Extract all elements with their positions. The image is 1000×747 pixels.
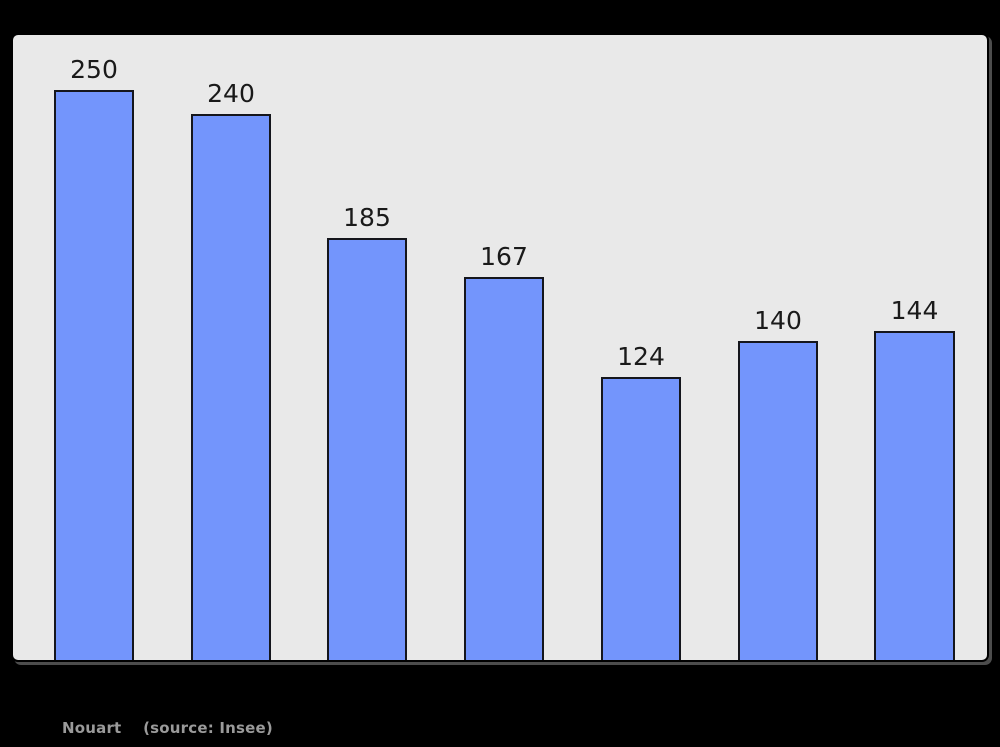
bar-rect[interactable]	[738, 341, 818, 660]
bar-value-label: 140	[754, 306, 802, 335]
bar-group: 185	[327, 205, 407, 660]
chart-caption: Nouart (source: Insee)	[62, 719, 273, 737]
bar-value-label: 144	[890, 296, 939, 325]
bar-value-label: 185	[343, 203, 391, 232]
bar-value-label: 124	[617, 342, 665, 371]
bar-value-label: 250	[70, 55, 118, 84]
chart-frame: 250 240 185 167 124 140 144	[11, 33, 989, 662]
bar-rect[interactable]	[327, 238, 407, 660]
bar-value-label: 240	[207, 79, 255, 108]
bar-rect[interactable]	[874, 331, 955, 660]
bar-group: 250	[54, 57, 134, 660]
bar-group: 144	[874, 298, 955, 660]
bar-rect[interactable]	[54, 90, 134, 660]
bar-rect[interactable]	[601, 377, 681, 660]
bar-rect[interactable]	[191, 114, 271, 660]
bar-value-label: 167	[480, 242, 528, 271]
plot-area: 250 240 185 167 124 140 144	[13, 35, 987, 660]
bar-group: 240	[191, 81, 271, 660]
bar-rect[interactable]	[464, 277, 544, 660]
bar-group: 167	[464, 244, 544, 660]
bar-group: 124	[601, 344, 681, 660]
bar-group: 140	[738, 308, 818, 660]
